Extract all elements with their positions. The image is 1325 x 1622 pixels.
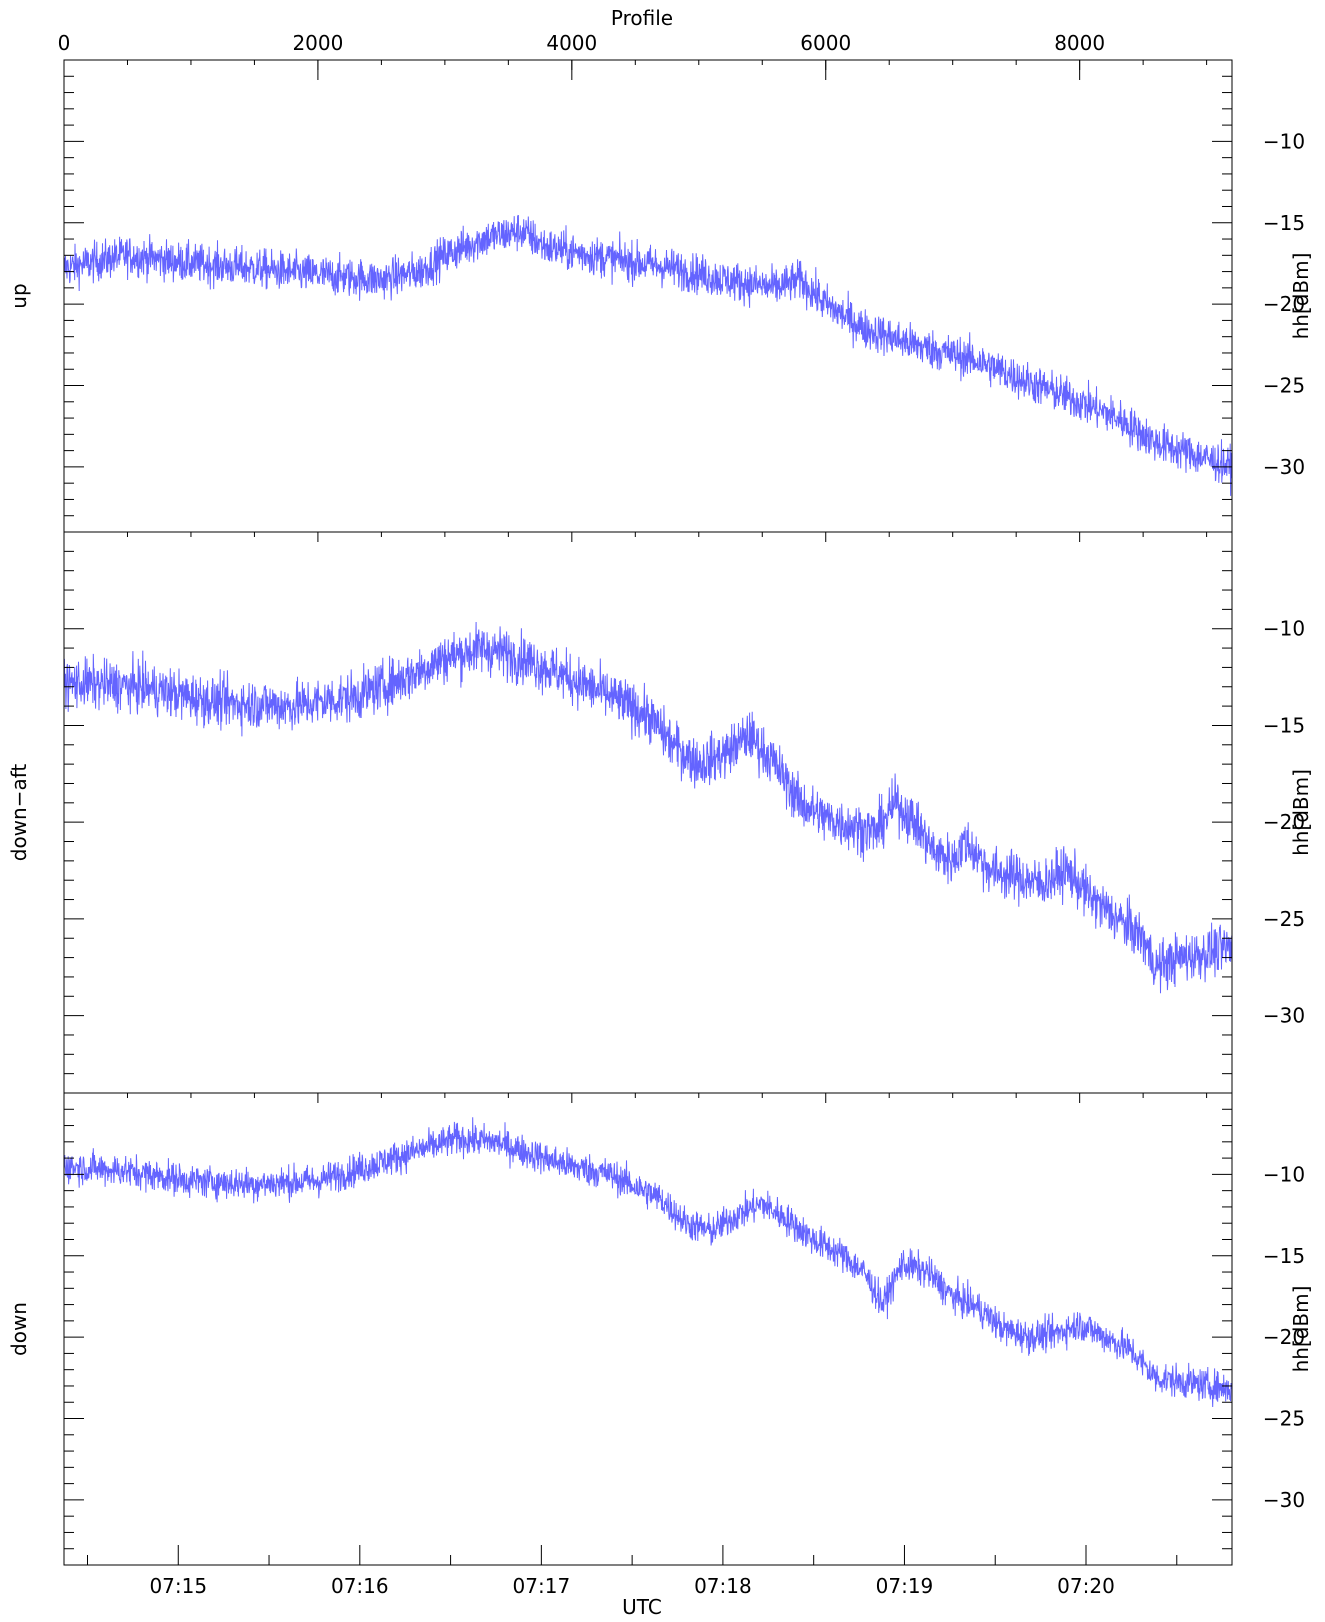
- top-tick-label: 6000: [800, 31, 851, 55]
- top-axis-title: Profile: [611, 6, 673, 30]
- y-tick-label: −25: [1263, 1407, 1305, 1431]
- bottom-tick-label: 07:19: [876, 1574, 934, 1598]
- y-axis-title: hh[dBm]: [1289, 1286, 1313, 1373]
- bottom-tick-label: 07:15: [149, 1574, 207, 1598]
- y-tick-label: −30: [1263, 455, 1305, 479]
- y-axis-title: hh[dBm]: [1289, 769, 1313, 856]
- panel-frame-2: [63, 531, 1233, 1094]
- y-tick-label: −25: [1263, 907, 1305, 931]
- y-tick-label: −20: [1263, 1325, 1305, 1349]
- series-line-2: [63, 621, 1233, 994]
- top-tick-label: 0: [58, 31, 71, 55]
- panel-frame-1: [63, 59, 1233, 533]
- y-tick-label: −10: [1263, 1162, 1305, 1186]
- panel-2: −10 −15 −20 −25 −30 down−aft hh[dBm]: [7, 531, 1313, 1094]
- series-line-1: [63, 214, 1233, 496]
- y-tick-label: −20: [1263, 292, 1305, 316]
- top-axis: 0 2000 4000 6000 8000: [58, 31, 1105, 80]
- panel-name-label: down−aft: [7, 764, 31, 862]
- panels-group: −10 −15 −20 −25 −30 up hh[dBm] −10 −15 −20 −25 −30 d…: [7, 59, 1313, 1566]
- y-tick-label: −20: [1263, 810, 1305, 834]
- bottom-axis-title: UTC: [622, 1595, 662, 1619]
- top-tick-label: 8000: [1054, 31, 1105, 55]
- top-tick-label: 4000: [546, 31, 597, 55]
- bottom-axis: 07:15 07:16 07:17 07:18 07:19 07:20: [86, 1545, 1178, 1598]
- series-line-3: [63, 1117, 1233, 1408]
- bottom-tick-label: 07:16: [331, 1574, 389, 1598]
- y-tick-label: −15: [1263, 713, 1305, 737]
- y-tick-label: −15: [1263, 211, 1305, 235]
- panel-frame-3: [63, 1092, 1233, 1566]
- panel-name-label: down: [7, 1302, 31, 1356]
- y-tick-label: −25: [1263, 374, 1305, 398]
- y-axis-title: hh[dBm]: [1289, 253, 1313, 340]
- bottom-tick-label: 07:18: [694, 1574, 752, 1598]
- y-tick-label: −30: [1263, 1004, 1305, 1028]
- y-tick-label: −30: [1263, 1488, 1305, 1512]
- y-tick-label: −10: [1263, 129, 1305, 153]
- panel-name-label: up: [7, 283, 31, 308]
- panel-3: −10 −15 −20 −25 −30 down hh[dBm]: [7, 1092, 1313, 1566]
- y-tick-label: −10: [1263, 617, 1305, 641]
- bottom-tick-label: 07:17: [513, 1574, 571, 1598]
- panel-1: −10 −15 −20 −25 −30 up hh[dBm]: [7, 59, 1313, 533]
- y-tick-label: −15: [1263, 1244, 1305, 1268]
- bottom-tick-label: 07:20: [1057, 1574, 1115, 1598]
- top-tick-label: 2000: [292, 31, 343, 55]
